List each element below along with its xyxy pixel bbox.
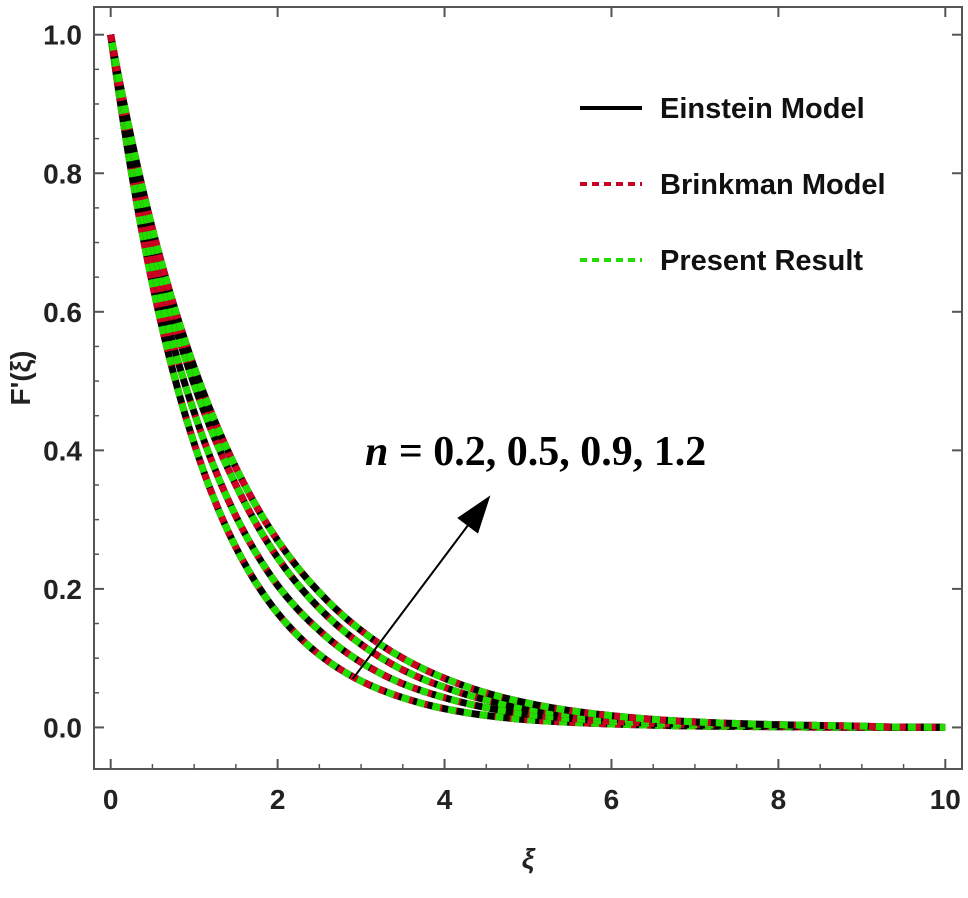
legend-label: Brinkman Model: [660, 169, 886, 201]
x-tick-label: 2: [270, 784, 286, 815]
x-tick-label: 0: [103, 784, 119, 815]
y-tick-label: 0.6: [43, 297, 82, 328]
x-tick-label: 4: [437, 784, 453, 815]
y-tick-label: 0.8: [43, 158, 82, 189]
x-tick-label: 10: [930, 784, 961, 815]
annotation-label: n = 0.2, 0.5, 0.9, 1.2: [365, 429, 706, 475]
legend-label: Einstein Model: [660, 93, 865, 125]
present-curve-n-0.9: [107, 34, 946, 731]
brinkman-curve-n-0.2: [107, 34, 946, 731]
annotation-symbol: n: [365, 429, 388, 475]
brinkman-curve-n-1.2: [107, 34, 946, 731]
x-tick-label: 6: [604, 784, 620, 815]
x-axis-label: ξ: [522, 843, 536, 874]
y-tick-label: 0.4: [43, 435, 82, 466]
annotation-arrow: [351, 525, 469, 680]
einstein-curve-n-0.5: [107, 34, 946, 731]
y-tick-label: 0.2: [43, 574, 82, 605]
x-tick-label: 8: [771, 784, 787, 815]
legend: Einstein Model Brinkman Model Present Resu…: [580, 93, 886, 277]
annotation: n = 0.2, 0.5, 0.9, 1.2: [351, 429, 706, 680]
present-curve-n-0.2: [107, 34, 946, 731]
legend-label: Present Result: [660, 245, 863, 277]
einstein-curve-n-0.2: [107, 34, 946, 731]
annotation-arrowhead: [457, 495, 491, 534]
y-axis-label: F'(ξ): [5, 351, 36, 406]
einstein-curve-n-1.2: [107, 34, 946, 731]
y-tick-label: 1.0: [43, 20, 82, 51]
annotation-values: = 0.2, 0.5, 0.9, 1.2: [388, 429, 706, 475]
einstein-curve-n-0.9: [107, 34, 946, 731]
present-curve-n-0.5: [107, 34, 946, 731]
brinkman-curve-n-0.9: [107, 34, 946, 731]
brinkman-curve-n-0.5: [107, 34, 946, 731]
plot-curves: [107, 34, 946, 731]
x-axis-ticks: 0 2 4 6 8 10: [103, 7, 961, 815]
present-curve-n-1.2: [107, 34, 946, 731]
y-axis-ticks: 0.0 0.2 0.4 0.6 0.8 1.0: [43, 20, 962, 743]
y-tick-label: 0.0: [43, 712, 82, 743]
